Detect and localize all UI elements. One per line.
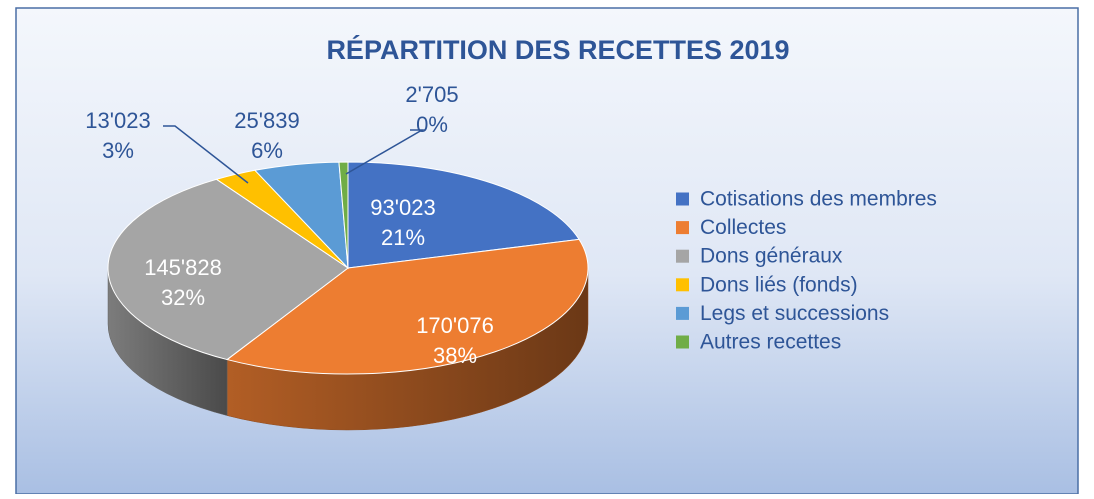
percent-label: 0% (416, 112, 448, 137)
percent-label: 38% (433, 343, 477, 368)
legend-swatch (676, 249, 689, 263)
legend-label: Autres recettes (700, 331, 841, 354)
legend-swatch (676, 278, 689, 292)
legend-label: Collectes (700, 216, 786, 239)
leader-line (345, 129, 425, 175)
slice (347, 161, 580, 269)
data-label: 93'023 (370, 195, 435, 220)
slice (338, 161, 349, 269)
slice (107, 178, 349, 361)
slice (225, 238, 589, 375)
legend-label: Dons liés (fonds) (700, 273, 858, 296)
leader-line (163, 125, 249, 184)
legend-swatch (676, 335, 689, 349)
percent-label: 32% (161, 285, 205, 310)
data-label: 170'076 (416, 313, 494, 338)
legend-swatch (676, 306, 689, 320)
data-label: 145'828 (144, 255, 222, 280)
chart-title: RÉPARTITION DES RECETTES 2019 (326, 34, 789, 65)
legend-swatch (676, 192, 689, 206)
legend-label: Dons généraux (700, 245, 843, 268)
data-label: 25'839 (234, 108, 299, 133)
percent-label: 3% (102, 138, 134, 163)
legend-label: Cotisations des membres (700, 188, 937, 211)
legend-swatch (676, 221, 689, 235)
percent-label: 6% (251, 138, 283, 163)
legend-label: Legs et successions (700, 302, 889, 325)
data-label: 13'023 (85, 108, 150, 133)
data-label: 2'705 (405, 82, 458, 107)
percent-label: 21% (381, 225, 425, 250)
